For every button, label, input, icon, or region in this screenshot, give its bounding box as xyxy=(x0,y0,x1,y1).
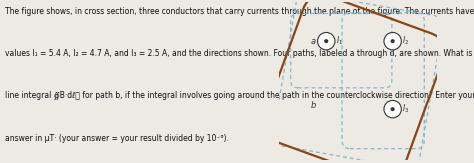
Circle shape xyxy=(384,32,401,50)
Text: $I_2$: $I_2$ xyxy=(402,35,409,47)
Text: values I₁ = 5.4 A, I₂ = 4.7 A, and I₃ = 2.5 A, and the directions shown. Four pa: values I₁ = 5.4 A, I₂ = 4.7 A, and I₃ = … xyxy=(5,49,474,58)
Text: The figure shows, in cross section, three conductors that carry currents through: The figure shows, in cross section, thre… xyxy=(5,7,474,15)
Text: $b$: $b$ xyxy=(310,99,317,110)
Text: $I_3$: $I_3$ xyxy=(402,103,410,115)
Text: $a$: $a$ xyxy=(310,37,317,46)
Text: line integral ∯B·dℓ⃞ for path b, if the integral involves going around the path : line integral ∯B·dℓ⃞ for path b, if the … xyxy=(5,91,474,100)
Text: $I_1$: $I_1$ xyxy=(336,35,343,47)
Circle shape xyxy=(391,39,395,43)
Circle shape xyxy=(391,107,395,111)
Circle shape xyxy=(318,32,335,50)
Circle shape xyxy=(324,39,328,43)
Text: answer in μT· (your answer = your result divided by 10⁻⁶).: answer in μT· (your answer = your result… xyxy=(5,134,228,143)
Circle shape xyxy=(384,100,401,118)
